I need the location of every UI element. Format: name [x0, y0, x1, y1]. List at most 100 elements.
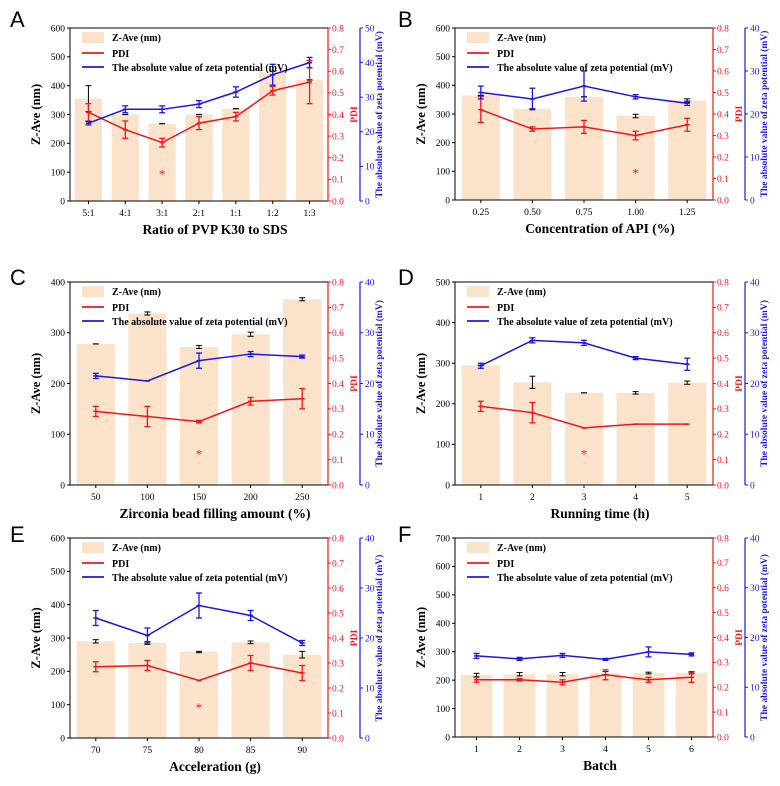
pdi-tick-label: 0.2 — [717, 684, 729, 694]
legend-label-zeta: The absolute value of zeta potential (mV… — [497, 317, 673, 328]
legend-label-pdi: PDI — [497, 49, 514, 60]
y-tick-label: 100 — [436, 441, 451, 451]
zeta-axis-label: The absolute value of zeta potential (mV… — [759, 554, 770, 721]
panel-letter: E — [10, 522, 25, 547]
y-tick-label: 200 — [51, 668, 66, 678]
zeta-tick-label: 30 — [750, 584, 760, 594]
legend-label-pdi: PDI — [497, 559, 514, 570]
bar — [503, 674, 536, 737]
y-tick-label: 300 — [51, 329, 66, 339]
pdi-tick-label: 0.6 — [332, 584, 344, 594]
pdi-tick-label: 0.8 — [332, 24, 344, 34]
x-tick-label: 4 — [603, 745, 608, 755]
y-axis-label: Z-Ave (nm) — [414, 607, 428, 668]
pdi-axis-label: PDI — [735, 629, 745, 646]
pdi-tick-label: 0.4 — [717, 110, 729, 120]
y-tick-label: 400 — [436, 620, 451, 630]
bar — [589, 673, 622, 737]
significance-star: * — [196, 700, 203, 715]
y-tick-label: 300 — [436, 360, 451, 370]
zeta-tick-label: 10 — [365, 684, 375, 694]
pdi-tick-label: 0.7 — [717, 559, 729, 569]
zeta-tick-label: 10 — [365, 431, 375, 441]
legend-label-pdi: PDI — [112, 559, 129, 570]
y-tick-label: 500 — [51, 53, 66, 63]
x-tick-label: 6 — [689, 745, 694, 755]
y-axis-label: Z-Ave (nm) — [414, 83, 428, 144]
zeta-line — [476, 651, 692, 661]
zeta-tick-label: 40 — [365, 534, 375, 544]
bar — [616, 392, 655, 485]
x-tick-label: 2 — [530, 493, 535, 503]
legend-label-z: Z-Ave (nm) — [497, 287, 546, 298]
x-tick-label: 3 — [582, 493, 587, 503]
legend-swatch-z — [467, 286, 489, 297]
pdi-tick-label: 0.8 — [717, 24, 729, 34]
y-tick-label: 100 — [436, 705, 451, 715]
chart-panel-C: C*01002003004000.00.10.20.30.40.50.60.70… — [10, 265, 385, 521]
x-tick-label: 3 — [560, 745, 565, 755]
zeta-tick-label: 40 — [750, 534, 760, 544]
pdi-tick-label: 0.7 — [332, 559, 344, 569]
x-tick-label: 5 — [646, 745, 651, 755]
bar — [513, 382, 552, 485]
panel-letter: F — [398, 522, 411, 547]
y-tick-label: 100 — [436, 168, 451, 178]
pdi-tick-label: 0.0 — [717, 481, 729, 491]
pdi-tick-label: 0.5 — [332, 609, 344, 619]
pdi-tick-label: 0.1 — [717, 175, 729, 185]
y-tick-label: 500 — [51, 568, 66, 578]
x-axis-label: Zirconia bead filling amount (%) — [119, 506, 310, 521]
y-tick-label: 200 — [51, 380, 66, 390]
x-axis-label: Concentration of API (%) — [525, 221, 675, 236]
y-tick-label: 200 — [436, 400, 451, 410]
pdi-tick-label: 0.2 — [332, 154, 344, 164]
pdi-tick-label: 0.3 — [332, 132, 344, 142]
pdi-axis-label: PDI — [735, 375, 745, 392]
pdi-axis-label: PDI — [350, 375, 360, 392]
x-tick-label: 1.00 — [627, 208, 644, 218]
y-axis-label: Z-Ave (nm) — [414, 353, 428, 414]
x-tick-label: 0.25 — [472, 208, 489, 218]
y-tick-label: 0 — [60, 481, 65, 491]
x-tick-label: 0.50 — [524, 208, 541, 218]
pdi-tick-label: 0.1 — [717, 708, 729, 718]
legend-swatch-z — [82, 542, 104, 553]
zeta-tick-label: 0 — [750, 481, 755, 491]
y-tick-label: 400 — [51, 601, 66, 611]
bar — [616, 116, 655, 200]
bar — [128, 643, 167, 738]
legend-label-zeta: The absolute value of zeta potential (mV… — [497, 63, 673, 74]
panel-letter: B — [398, 7, 413, 32]
pdi-tick-label: 0.4 — [332, 380, 344, 390]
pdi-tick-label: 0.0 — [332, 197, 344, 207]
chart-panel-A: A*01002003004005006000.00.10.20.30.40.50… — [10, 7, 385, 237]
bar — [632, 673, 665, 737]
pdi-tick-label: 0.5 — [717, 89, 729, 99]
x-tick-label: 75 — [143, 746, 153, 756]
pdi-tick-label: 0.6 — [717, 67, 729, 77]
y-tick-label: 400 — [436, 319, 451, 329]
pdi-tick-label: 0.4 — [717, 380, 729, 390]
zeta-tick-label: 0 — [750, 733, 755, 743]
legend-swatch-z — [467, 542, 489, 553]
bar — [76, 641, 115, 738]
pdi-tick-label: 0.0 — [332, 481, 344, 491]
significance-star: * — [196, 447, 203, 462]
zeta-tick-label: 30 — [365, 94, 375, 104]
pdi-tick-label: 0.3 — [717, 659, 729, 669]
legend-label-zeta: The absolute value of zeta potential (mV… — [112, 317, 288, 328]
pdi-tick-label: 0.5 — [717, 354, 729, 364]
pdi-tick-label: 0.2 — [332, 684, 344, 694]
y-tick-label: 200 — [436, 676, 451, 686]
pdi-tick-label: 0.4 — [717, 634, 729, 644]
pdi-tick-label: 0.7 — [332, 304, 344, 314]
zeta-tick-label: 20 — [365, 128, 375, 138]
legend-label-z: Z-Ave (nm) — [497, 543, 546, 554]
bar — [668, 100, 707, 200]
zeta-tick-label: 40 — [750, 278, 760, 288]
y-tick-label: 200 — [51, 140, 66, 150]
pdi-tick-label: 0.8 — [717, 278, 729, 288]
pdi-tick-label: 0.2 — [717, 431, 729, 441]
